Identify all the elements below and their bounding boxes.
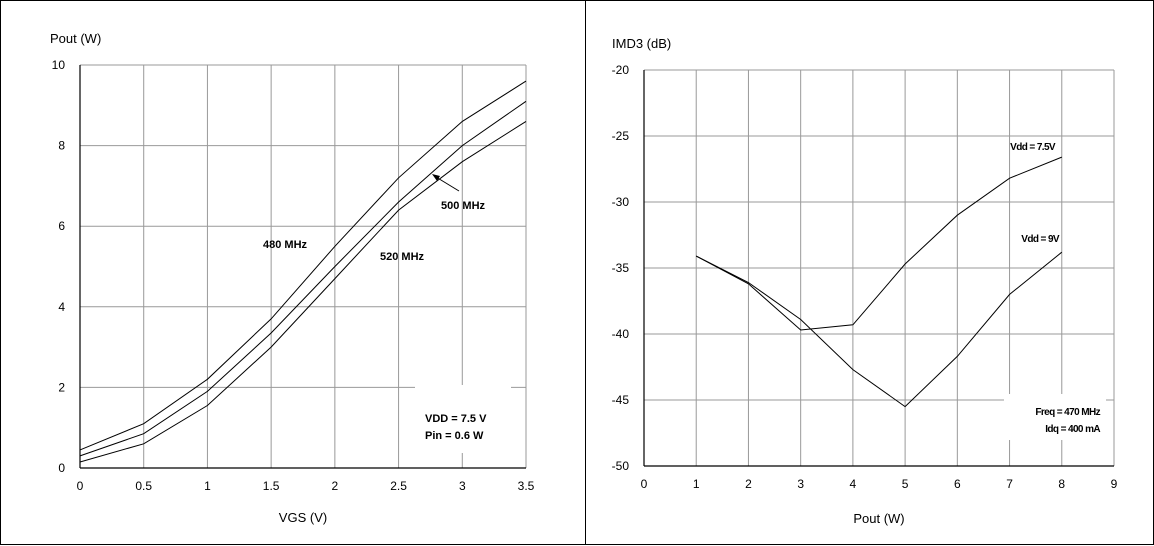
x-tick-label: 8 (1058, 477, 1065, 491)
curve-label-480mhz: 480 MHz (263, 239, 308, 251)
x-axis-title: Pout (W) (853, 511, 904, 526)
pout-vs-vgs-chart: 0 0.5 1 1.5 2 2.5 3 3.5 0 2 4 6 8 10 VDD = 7.5 V Pin = … (50, 31, 535, 525)
y-tick-label: 0 (58, 461, 65, 475)
x-tick-label: 1 (204, 479, 211, 493)
y-axis-title: IMD3 (dB) (612, 36, 671, 51)
y-tick-label: 10 (52, 58, 66, 72)
y-tick-label: 6 (58, 219, 65, 233)
y-tick-label: 4 (58, 300, 65, 314)
x-tick-label: 1.5 (263, 479, 280, 493)
x-tick-label: 1 (693, 477, 700, 491)
x-tick-label: 0.5 (135, 479, 152, 493)
x-tick-label: 3.5 (518, 479, 535, 493)
chart-panel-pout-vs-vgs: 0 0.5 1 1.5 2 2.5 3 3.5 0 2 4 6 8 10 VDD = 7.5 V Pin = … (0, 0, 587, 545)
x-tick-label: 2 (745, 477, 752, 491)
curve-label-vdd-9v: Vdd = 9V (1021, 234, 1060, 245)
y-tick-label: -20 (612, 63, 630, 77)
x-tick-label: 6 (954, 477, 961, 491)
legend-box-text: Pin = 0.6 W (425, 430, 484, 442)
x-tick-label: 0 (641, 477, 648, 491)
x-tick-label: 2.5 (390, 479, 407, 493)
series-line-1 (79, 100, 527, 457)
y-tick-label: -45 (612, 393, 630, 407)
x-tick-label: 3 (797, 477, 804, 491)
chart-panel-imd3-vs-pout: 0 1 2 3 4 5 6 7 8 9 -20 -25 -30 -35 -40 -45 -50 Freq = 47… (586, 0, 1154, 545)
y-tick-label: -50 (612, 459, 630, 473)
imd3-vs-pout-chart: 0 1 2 3 4 5 6 7 8 9 -20 -25 -30 -35 -40 -45 -50 Freq = 47… (612, 36, 1118, 526)
x-tick-label: 5 (902, 477, 909, 491)
y-tick-label: -30 (612, 195, 630, 209)
series-line-0 (695, 251, 1063, 408)
annotation-arrowhead (432, 174, 440, 181)
y-axis-title: Pout (W) (50, 31, 101, 46)
x-tick-label: 0 (77, 479, 84, 493)
x-tick-label: 4 (850, 477, 857, 491)
annotation-arrow-line (435, 176, 460, 192)
curve-label-vdd-7-5v: Vdd = 7.5V (1010, 142, 1056, 153)
x-axis-title: VGS (V) (279, 510, 327, 525)
series-line-2 (79, 120, 527, 463)
legend-box (1004, 394, 1106, 440)
legend-box-text: Idq = 400 mA (1045, 424, 1100, 435)
x-tick-label: 9 (1111, 477, 1118, 491)
legend-box-text: Freq = 470 MHz (1035, 407, 1100, 418)
legend-box (415, 385, 511, 453)
x-tick-label: 7 (1006, 477, 1013, 491)
y-tick-label: -35 (612, 261, 630, 275)
y-tick-label: -40 (612, 327, 630, 341)
curve-label-520mhz: 520 MHz (380, 251, 425, 263)
y-tick-label: 8 (58, 139, 65, 153)
x-tick-label: 2 (332, 479, 339, 493)
curve-label-500mhz: 500 MHz (441, 200, 486, 212)
series-line-0 (79, 80, 527, 451)
legend-box-text: VDD = 7.5 V (425, 413, 487, 425)
y-tick-label: 2 (58, 380, 65, 394)
y-tick-label: -25 (612, 129, 630, 143)
series-line-1 (695, 156, 1062, 331)
x-tick-label: 3 (459, 479, 466, 493)
